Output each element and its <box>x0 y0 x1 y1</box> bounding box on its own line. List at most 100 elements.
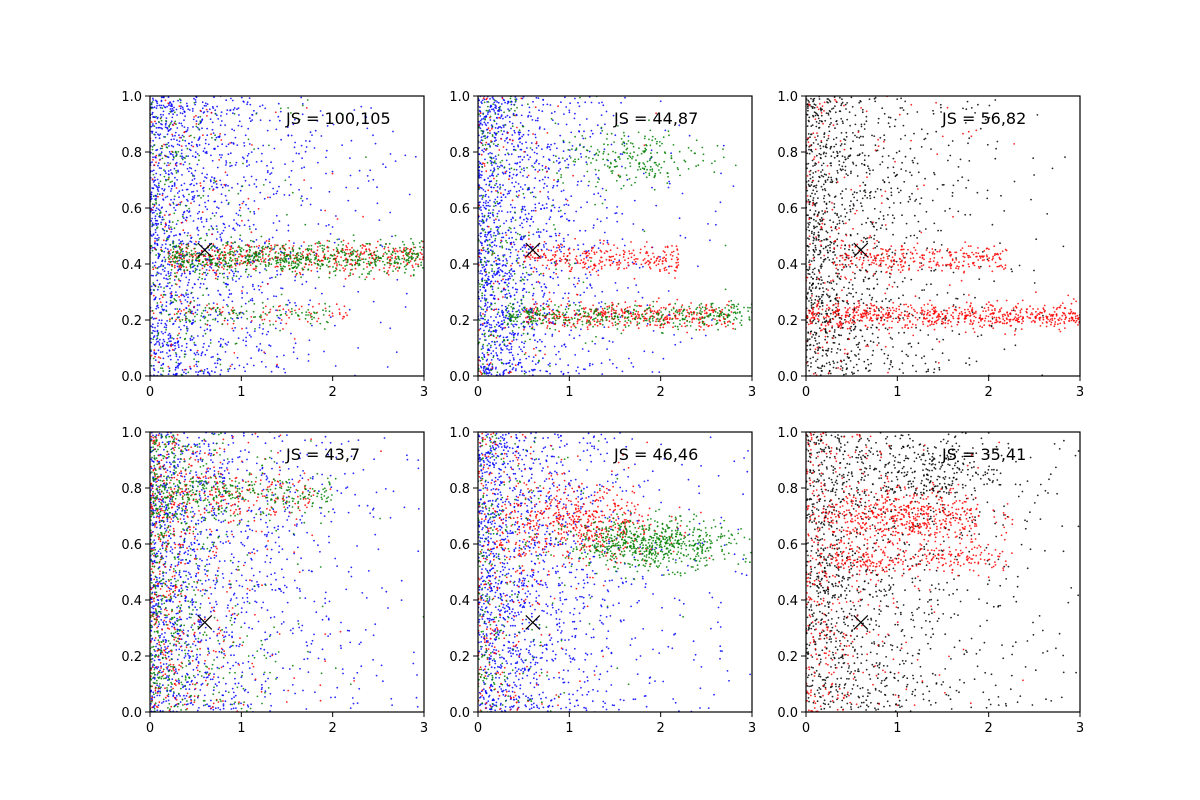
scatter-point <box>195 120 198 123</box>
scatter-point <box>519 358 521 361</box>
scatter-point <box>318 303 320 305</box>
scatter-point <box>515 260 518 262</box>
scatter-point <box>297 263 300 265</box>
scatter-point <box>481 242 483 245</box>
scatter-point <box>225 160 228 162</box>
scatter-point <box>539 338 541 341</box>
scatter-point <box>170 345 172 348</box>
scatter-point <box>169 110 172 113</box>
scatter-point <box>167 337 170 340</box>
scatter-point <box>157 190 160 193</box>
scatter-point <box>209 342 212 344</box>
scatter-point <box>527 212 530 215</box>
scatter-point <box>369 253 372 256</box>
scatter-point <box>167 141 170 144</box>
scatter-point <box>163 326 166 328</box>
scatter-point <box>261 247 264 250</box>
scatter-point <box>214 112 217 115</box>
scatter-point <box>150 317 153 320</box>
scatter-point <box>541 204 544 207</box>
scatter-point <box>163 270 166 272</box>
scatter-point <box>174 162 177 165</box>
scatter-point <box>220 183 223 186</box>
scatter-point <box>186 105 188 107</box>
scatter-point <box>507 310 510 312</box>
scatter-point <box>513 294 516 297</box>
scatter-point <box>231 128 234 131</box>
scatter-point <box>244 257 247 260</box>
scatter-point <box>313 311 315 314</box>
scatter-point <box>310 250 313 252</box>
scatter-point <box>507 285 510 288</box>
scatter-point <box>175 318 178 321</box>
scatter-point <box>224 194 227 197</box>
scatter-point <box>524 209 527 212</box>
scatter-point <box>186 198 188 201</box>
scatter-point <box>606 241 609 244</box>
scatter-point <box>179 98 181 101</box>
scatter-point <box>582 243 585 246</box>
scatter-point <box>212 245 214 247</box>
scatter-point <box>170 187 173 190</box>
scatter-point <box>319 265 322 268</box>
scatter-point <box>212 318 214 321</box>
scatter-point <box>404 253 407 255</box>
scatter-point <box>235 262 238 265</box>
scatter-point <box>714 210 717 213</box>
scatter-point <box>201 107 204 110</box>
scatter-point <box>301 267 304 270</box>
scatter-point <box>494 204 497 207</box>
scatter-point <box>181 112 184 115</box>
scatter-point <box>390 263 393 265</box>
scatter-point <box>377 255 380 258</box>
scatter-point <box>599 220 602 223</box>
scatter-point <box>624 301 627 304</box>
scatter-point <box>202 167 205 170</box>
scatter-point <box>236 356 239 359</box>
scatter-point <box>676 317 679 320</box>
scatter-point <box>523 254 525 257</box>
scatter-point <box>222 259 224 262</box>
scatter-point <box>376 186 378 189</box>
scatter-point <box>165 305 168 307</box>
scatter-point <box>238 114 240 116</box>
scatter-point <box>180 152 183 155</box>
scatter-point <box>335 215 337 217</box>
scatter-point <box>492 209 495 211</box>
scatter-point <box>249 103 252 106</box>
scatter-point <box>308 252 311 255</box>
scatter-point <box>492 186 495 189</box>
scatter-point <box>253 148 256 151</box>
scatter-point <box>158 193 161 196</box>
scatter-point <box>216 262 219 265</box>
scatter-point <box>226 303 228 306</box>
scatter-point <box>204 142 207 145</box>
scatter-point <box>419 258 421 261</box>
scatter-point <box>158 159 161 161</box>
scatter-point <box>298 118 301 121</box>
scatter-point <box>205 108 208 111</box>
scatter-point <box>300 197 302 200</box>
scatter-point <box>375 254 377 257</box>
scatter-point <box>551 335 554 337</box>
scatter-point <box>178 233 181 236</box>
scatter-point <box>182 250 184 253</box>
scatter-point <box>301 311 303 314</box>
scatter-point <box>508 282 510 285</box>
scatter-point <box>150 325 153 327</box>
scatter-point <box>567 166 569 169</box>
scatter-point <box>499 188 501 190</box>
scatter-point <box>282 308 285 311</box>
scatter-point <box>258 288 261 291</box>
scatter-point <box>166 195 169 198</box>
scatter-point <box>295 312 297 314</box>
scatter-point <box>392 250 394 253</box>
scatter-point <box>518 133 521 136</box>
scatter-point <box>250 245 253 248</box>
scatter-point <box>169 153 172 155</box>
scatter-point <box>218 340 220 343</box>
scatter-point <box>162 265 165 268</box>
scatter-point <box>398 266 401 269</box>
scatter-point <box>173 111 176 114</box>
scatter-point <box>366 175 369 177</box>
